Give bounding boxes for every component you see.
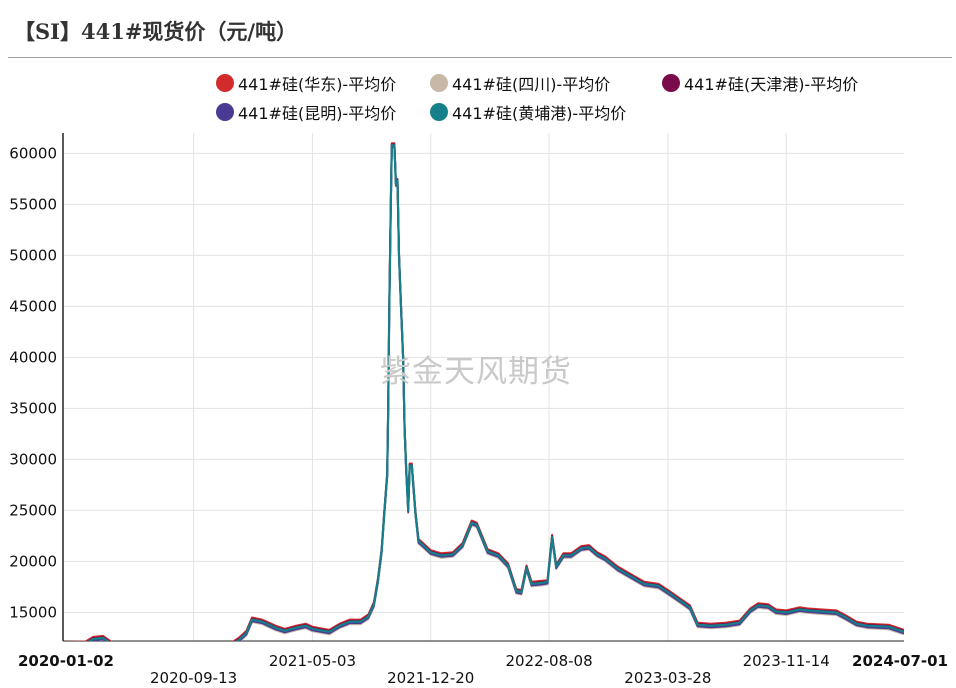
legend-label: 441#硅(华东)-平均价 bbox=[238, 75, 397, 94]
y-tick-label: 55000 bbox=[9, 195, 57, 213]
legend-item[interactable]: 441#硅(四川)-平均价 bbox=[430, 71, 610, 95]
legend-marker-icon bbox=[216, 103, 234, 121]
legend-label: 441#硅(黄埔港)-平均价 bbox=[452, 104, 627, 123]
legend-label: 441#硅(天津港)-平均价 bbox=[684, 75, 859, 94]
series-line-4 bbox=[87, 144, 904, 641]
y-tick-label: 20000 bbox=[9, 552, 57, 570]
legend-label: 441#硅(四川)-平均价 bbox=[452, 75, 611, 94]
watermark-text: 紫金天风期货 bbox=[380, 354, 572, 390]
x-tick-label: 2023-03-28 bbox=[624, 669, 711, 687]
x-tick-label: 2022-08-08 bbox=[505, 652, 592, 670]
series-line-2 bbox=[86, 143, 904, 641]
y-tick-label: 35000 bbox=[9, 399, 57, 417]
series-line-3 bbox=[90, 145, 904, 641]
chart-title: 【SI】441#现货价（元/吨） bbox=[14, 19, 298, 44]
legend-marker-icon bbox=[662, 74, 680, 92]
legend-item[interactable]: 441#硅(天津港)-平均价 bbox=[662, 71, 858, 95]
y-tick-label: 25000 bbox=[9, 501, 57, 519]
y-tick-label: 50000 bbox=[9, 246, 57, 264]
legend-marker-icon bbox=[216, 74, 234, 92]
x-tick-label: 2021-12-20 bbox=[387, 669, 474, 687]
x-tick-label: 2021-05-03 bbox=[269, 652, 356, 670]
series-line-1 bbox=[92, 146, 904, 641]
y-tick-label: 45000 bbox=[9, 297, 57, 315]
legend-label: 441#硅(昆明)-平均价 bbox=[238, 104, 397, 123]
y-tick-label: 40000 bbox=[9, 348, 57, 366]
series-line-0 bbox=[63, 142, 904, 641]
title-divider bbox=[8, 57, 952, 58]
y-tick-label: 30000 bbox=[9, 450, 57, 468]
legend-marker-icon bbox=[430, 74, 448, 92]
legend-item[interactable]: 441#硅(昆明)-平均价 bbox=[216, 100, 396, 124]
x-tick-label: 2024-07-01 bbox=[852, 652, 948, 670]
legend-marker-icon bbox=[430, 103, 448, 121]
legend-item[interactable]: 441#硅(黄埔港)-平均价 bbox=[430, 100, 626, 124]
legend-item[interactable]: 441#硅(华东)-平均价 bbox=[216, 71, 396, 95]
x-tick-label: 2020-09-13 bbox=[150, 669, 237, 687]
y-tick-label: 60000 bbox=[9, 144, 57, 162]
y-tick-label: 15000 bbox=[9, 603, 57, 621]
x-tick-label: 2020-01-02 bbox=[18, 652, 114, 670]
x-tick-label: 2023-11-14 bbox=[743, 652, 830, 670]
